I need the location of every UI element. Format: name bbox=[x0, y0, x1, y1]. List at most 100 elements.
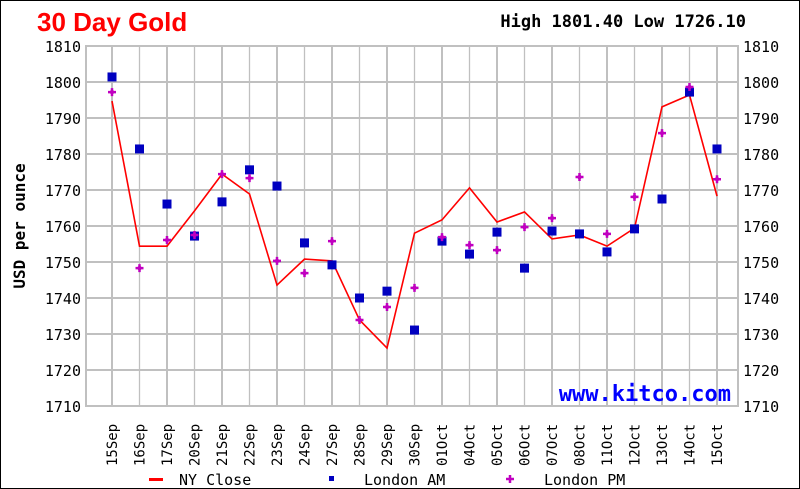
y-tick-right: 1800 bbox=[743, 74, 779, 92]
y-tick-left: 1800 bbox=[45, 74, 81, 92]
y-tick-left: 1760 bbox=[45, 218, 81, 236]
y-tick-right: 1750 bbox=[743, 254, 779, 272]
point-london-pm-core bbox=[577, 174, 582, 180]
y-tick-right: 1720 bbox=[743, 362, 779, 380]
point-london-pm-core bbox=[687, 84, 692, 90]
point-london-am bbox=[547, 226, 557, 236]
point-london-am bbox=[217, 197, 227, 207]
point-london-pm-core bbox=[164, 237, 170, 243]
y-tick-left: 1810 bbox=[45, 38, 81, 56]
point-london-pm-core bbox=[109, 89, 115, 95]
point-london-am bbox=[245, 165, 254, 175]
tick-labels: 1710 1710 1720 1720 1730 1730 1740 1740 1750 1750… bbox=[45, 38, 779, 466]
y-tick-left: 1710 bbox=[45, 398, 81, 416]
point-london-pm-core bbox=[357, 317, 362, 323]
point-london-pm-core bbox=[604, 231, 610, 237]
legend-label: NY Close bbox=[179, 471, 251, 488]
watermark: www.kitco.com bbox=[559, 382, 731, 407]
y-tick-left: 1790 bbox=[45, 110, 81, 128]
x-tick: 11Oct bbox=[600, 424, 616, 466]
x-tick: 13Oct bbox=[655, 424, 671, 466]
point-london-pm-core bbox=[329, 238, 335, 244]
point-london-am bbox=[465, 249, 474, 259]
point-london-am bbox=[575, 229, 584, 239]
point-london-am bbox=[135, 144, 144, 154]
y-tick-left: 1730 bbox=[45, 326, 81, 344]
point-london-am bbox=[327, 260, 337, 270]
x-tick: 17Sep bbox=[160, 424, 176, 466]
point-london-pm-core bbox=[302, 270, 307, 276]
point-london-am bbox=[162, 199, 172, 209]
legend-swatch-london-pm bbox=[506, 475, 514, 483]
point-london-pm-core bbox=[219, 171, 225, 177]
point-london-am bbox=[602, 247, 612, 257]
y-tick-right: 1760 bbox=[743, 218, 779, 236]
x-tick: 22Sep bbox=[243, 424, 259, 466]
x-tick: 14Oct bbox=[683, 424, 699, 466]
grid bbox=[85, 45, 739, 407]
x-tick: 24Sep bbox=[298, 424, 314, 466]
series-marks bbox=[107, 72, 722, 350]
point-london-am bbox=[382, 286, 392, 296]
legend: NY Close London AM London PM bbox=[149, 471, 625, 488]
point-london-pm-core bbox=[412, 285, 417, 291]
legend-swatch-ny-close bbox=[149, 478, 163, 481]
x-tick: 12Oct bbox=[628, 424, 644, 466]
x-tick: 08Oct bbox=[573, 424, 589, 466]
x-tick: 15Oct bbox=[710, 424, 726, 466]
point-london-am bbox=[712, 144, 722, 154]
point-london-am bbox=[107, 72, 117, 82]
point-london-pm-core bbox=[632, 194, 637, 200]
point-london-pm-core bbox=[274, 258, 280, 264]
point-london-am bbox=[272, 181, 282, 191]
series-line-ny-close bbox=[111, 93, 718, 350]
point-london-am bbox=[355, 293, 364, 303]
chart-title: 30 Day Gold bbox=[37, 7, 187, 37]
point-london-pm-core bbox=[384, 304, 390, 310]
x-tick: 30Sep bbox=[408, 424, 424, 466]
point-london-pm-core bbox=[192, 232, 197, 238]
point-london-pm-core bbox=[659, 130, 665, 136]
y-tick-left: 1750 bbox=[45, 254, 81, 272]
point-london-pm-core bbox=[137, 265, 142, 271]
legend-label: London AM bbox=[364, 471, 445, 488]
x-tick: 27Sep bbox=[325, 424, 341, 466]
point-london-am bbox=[657, 194, 667, 204]
x-tick: 29Sep bbox=[380, 424, 396, 466]
x-tick: 07Oct bbox=[545, 424, 561, 466]
x-tick: 01Oct bbox=[435, 424, 451, 466]
point-london-am bbox=[630, 224, 639, 234]
y-axis-label: USD per ounce bbox=[10, 163, 29, 288]
y-tick-left: 1720 bbox=[45, 362, 81, 380]
point-london-pm-core bbox=[494, 247, 500, 253]
point-london-pm-core bbox=[522, 224, 527, 230]
x-tick: 28Sep bbox=[353, 424, 369, 466]
point-london-am bbox=[685, 87, 694, 97]
point-london-am bbox=[520, 263, 529, 273]
chart-subtitle: High 1801.40 Low 1726.10 bbox=[500, 12, 746, 32]
x-tick: 05Oct bbox=[490, 424, 506, 466]
point-london-am bbox=[492, 227, 502, 237]
x-tick: 15Sep bbox=[105, 424, 121, 466]
point-london-am bbox=[300, 238, 309, 248]
x-tick: 21Sep bbox=[215, 424, 231, 466]
point-london-pm-core bbox=[439, 234, 445, 240]
y-tick-right: 1810 bbox=[743, 38, 779, 56]
x-tick: 06Oct bbox=[518, 424, 534, 466]
legend-label: London PM bbox=[544, 471, 625, 488]
x-tick: 04Oct bbox=[463, 424, 479, 466]
point-london-pm-core bbox=[714, 177, 720, 182]
y-tick-left: 1770 bbox=[45, 182, 81, 200]
y-tick-right: 1730 bbox=[743, 326, 779, 344]
y-tick-right: 1710 bbox=[743, 398, 779, 416]
point-london-pm-core bbox=[247, 175, 252, 181]
x-tick: 16Sep bbox=[133, 424, 149, 466]
y-tick-right: 1780 bbox=[743, 146, 779, 164]
y-tick-left: 1780 bbox=[45, 146, 81, 164]
y-tick-right: 1740 bbox=[743, 290, 779, 308]
x-tick: 20Sep bbox=[188, 424, 204, 466]
y-tick-right: 1790 bbox=[743, 110, 779, 128]
point-london-pm-core bbox=[467, 242, 472, 248]
